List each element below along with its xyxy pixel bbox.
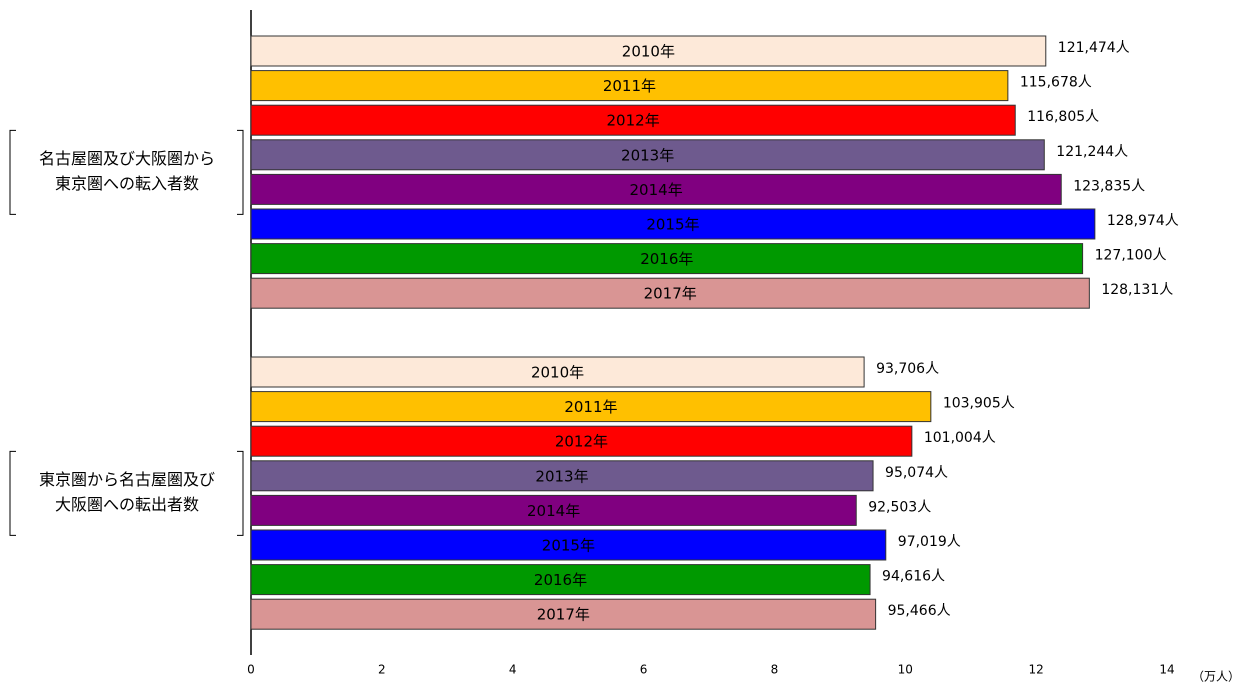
bar-label: 2016年: [640, 250, 693, 268]
bar-label: 2013年: [621, 146, 674, 164]
bar: [250, 277, 1090, 309]
value-label: 127,100人: [1095, 248, 1167, 264]
value-label: 121,244人: [1056, 144, 1128, 160]
bar: [250, 598, 877, 630]
bar: [250, 139, 1045, 171]
bar: [250, 564, 871, 596]
bar-label: 2012年: [607, 112, 660, 130]
bar: [250, 494, 857, 526]
value-label: 128,131人: [1101, 282, 1173, 298]
value-label: 116,805人: [1027, 109, 1099, 125]
bracket-right: [237, 129, 244, 215]
bar-label: 2010年: [622, 43, 675, 61]
value-label: 121,474人: [1058, 40, 1130, 56]
bar: [250, 173, 1062, 205]
bar: [250, 391, 932, 423]
bar: [250, 356, 865, 388]
bracket-left: [9, 129, 16, 215]
bar-label: 2012年: [555, 433, 608, 451]
bar-label: 2015年: [646, 216, 699, 234]
value-label: 92,503人: [868, 499, 931, 515]
bar-label: 2016年: [534, 571, 587, 589]
x-tick-label: 4: [509, 663, 517, 677]
group-label: 名古屋圏及び大阪圏から 東京圏への転入者数: [38, 149, 215, 194]
value-label: 103,905人: [943, 396, 1015, 412]
bar-label: 2017年: [644, 285, 697, 303]
bar-label: 2017年: [537, 606, 590, 624]
x-axis-unit: （万人）: [1192, 670, 1240, 684]
x-tick-label: 12: [1029, 663, 1044, 677]
bar: [250, 208, 1096, 240]
bar: [250, 460, 874, 492]
value-label: 93,706人: [876, 361, 939, 377]
bar: [250, 425, 913, 457]
value-label: 97,019人: [898, 534, 961, 550]
x-tick-label: 8: [771, 663, 779, 677]
bar: [250, 104, 1016, 136]
x-tick-label: 6: [640, 663, 648, 677]
value-label: 95,466人: [888, 603, 951, 619]
value-label: 123,835人: [1073, 178, 1145, 194]
bar-label: 2015年: [542, 537, 595, 555]
x-tick-label: 0: [247, 663, 255, 677]
bracket-right: [237, 450, 244, 536]
bar-label: 2014年: [527, 502, 580, 520]
x-tick-label: 10: [898, 663, 913, 677]
bracket-left: [9, 450, 16, 536]
bar-label: 2011年: [603, 77, 656, 95]
bar: [250, 35, 1047, 67]
value-label: 101,004人: [924, 430, 996, 446]
bar-label: 2014年: [630, 181, 683, 199]
bar: [250, 70, 1009, 102]
bar-label: 2010年: [531, 364, 584, 382]
x-tick-label: 2: [378, 663, 386, 677]
group-label: 東京圏から名古屋圏及び 大阪圏への転出者数: [38, 470, 215, 515]
value-label: 94,616人: [882, 569, 945, 585]
value-label: 128,974人: [1107, 213, 1179, 229]
bar-label: 2013年: [535, 467, 588, 485]
bar: [250, 243, 1084, 275]
bar-label: 2011年: [564, 398, 617, 416]
bar: [250, 529, 887, 561]
x-tick-label: 14: [1159, 663, 1174, 677]
value-label: 95,074人: [885, 465, 948, 481]
value-label: 115,678人: [1020, 75, 1092, 91]
